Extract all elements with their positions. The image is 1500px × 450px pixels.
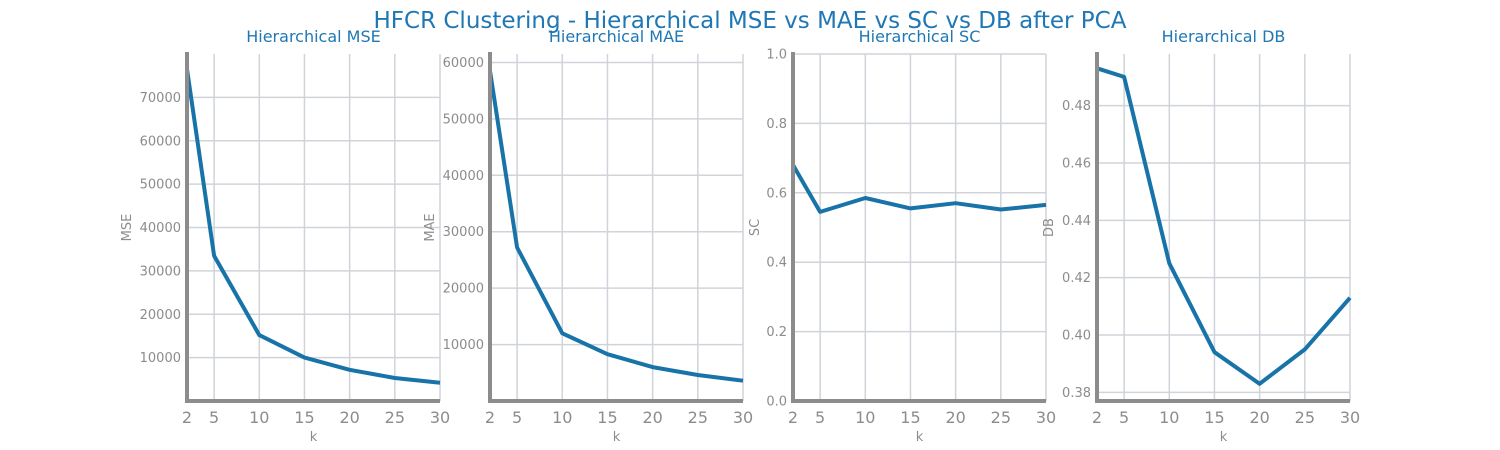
x-tick-label: 15 (294, 408, 314, 427)
x-tick-label: 30 (1036, 408, 1056, 427)
y-tick-label: 0.0 (766, 395, 787, 410)
x-tick-label: 25 (1295, 408, 1315, 427)
x-tick-label: 2 (1092, 408, 1102, 427)
y-tick-label: 50000 (443, 112, 484, 127)
x-tick-label: 15 (900, 408, 920, 427)
y-tick-label: 0.4 (766, 256, 787, 271)
y-tick-label: 10000 (140, 351, 181, 366)
x-tick-label: 30 (1340, 408, 1360, 427)
y-tick-label: 20000 (443, 282, 484, 297)
x-tick-label: 2 (788, 408, 798, 427)
y-axis-label: MAE (423, 213, 438, 241)
y-axis-label: MSE (120, 214, 135, 242)
figure-title: HFCR Clustering - Hierarchical MSE vs MA… (374, 8, 1127, 34)
y-tick-label: 60000 (443, 56, 484, 71)
y-tick-label: 0.44 (1062, 214, 1091, 229)
y-tick-label: 10000 (443, 338, 484, 353)
y-tick-label: 0.8 (766, 117, 787, 132)
y-tick-label: 70000 (140, 91, 181, 106)
x-tick-label: 10 (855, 408, 875, 427)
x-tick-label: 25 (688, 408, 708, 427)
x-tick-label: 10 (552, 408, 572, 427)
x-tick-label: 20 (642, 408, 662, 427)
y-tick-label: 50000 (140, 178, 181, 193)
y-tick-label: 1.0 (766, 48, 787, 63)
x-tick-label: 5 (209, 408, 219, 427)
x-tick-label: 5 (512, 408, 522, 427)
x-tick-label: 30 (430, 408, 450, 427)
y-tick-label: 60000 (140, 134, 181, 149)
x-tick-label: 25 (991, 408, 1011, 427)
y-tick-label: 0.6 (766, 186, 787, 201)
y-tick-label: 40000 (140, 221, 181, 236)
y-axis-label: SC (748, 219, 763, 236)
subplot-title: Hierarchical DB (1162, 27, 1286, 46)
y-tick-label: 20000 (140, 308, 181, 323)
y-tick-label: 40000 (443, 169, 484, 184)
y-tick-label: 30000 (443, 225, 484, 240)
x-tick-label: 10 (249, 408, 269, 427)
y-tick-label: 30000 (140, 264, 181, 279)
subplot-mse: 2 5 10 15 20 25 30 10000 20000 30000 40000 50000 600… (120, 27, 450, 445)
subplot-title: Hierarchical SC (859, 27, 981, 46)
x-tick-label: 10 (1159, 408, 1179, 427)
x-axis-label: k (1220, 430, 1228, 445)
y-tick-label: 0.48 (1062, 99, 1091, 114)
x-tick-label: 20 (945, 408, 965, 427)
y-tick-label: 0.40 (1062, 329, 1091, 344)
series-line (791, 163, 1047, 214)
y-tick-label: 0.38 (1062, 386, 1091, 401)
y-tick-label: 0.2 (766, 325, 787, 340)
x-tick-label: 15 (597, 408, 617, 427)
subplot-db: 2 5 10 15 20 25 30 0.38 0.40 0.42 0.44 0.46 0.48 Hier… (1042, 27, 1360, 445)
x-tick-label: 2 (182, 408, 192, 427)
series-line (185, 68, 441, 385)
x-tick-label: 15 (1204, 408, 1224, 427)
y-tick-label: 0.42 (1062, 271, 1091, 286)
x-tick-label: 20 (339, 408, 359, 427)
y-axis-label: DB (1042, 218, 1057, 237)
x-axis-label: k (916, 430, 924, 445)
x-tick-label: 5 (815, 408, 825, 427)
subplot-title: Hierarchical MAE (549, 27, 684, 46)
x-tick-label: 20 (1249, 408, 1269, 427)
x-tick-label: 30 (733, 408, 753, 427)
series-line (488, 70, 744, 383)
x-tick-label: 2 (485, 408, 495, 427)
x-tick-label: 5 (1119, 408, 1129, 427)
series-line (1096, 66, 1352, 386)
y-tick-label: 0.46 (1062, 156, 1091, 171)
x-axis-label: k (310, 430, 318, 445)
x-axis-label: k (613, 430, 621, 445)
subplot-title: Hierarchical MSE (246, 27, 381, 46)
subplot-mae: 2 5 10 15 20 25 30 10000 20000 30000 40000 50000 600… (423, 27, 753, 445)
subplot-sc: 2 5 10 15 20 25 30 0.0 0.2 0.4 0.6 0.8 1.0 Hierarchic… (748, 27, 1056, 445)
x-tick-label: 25 (385, 408, 405, 427)
